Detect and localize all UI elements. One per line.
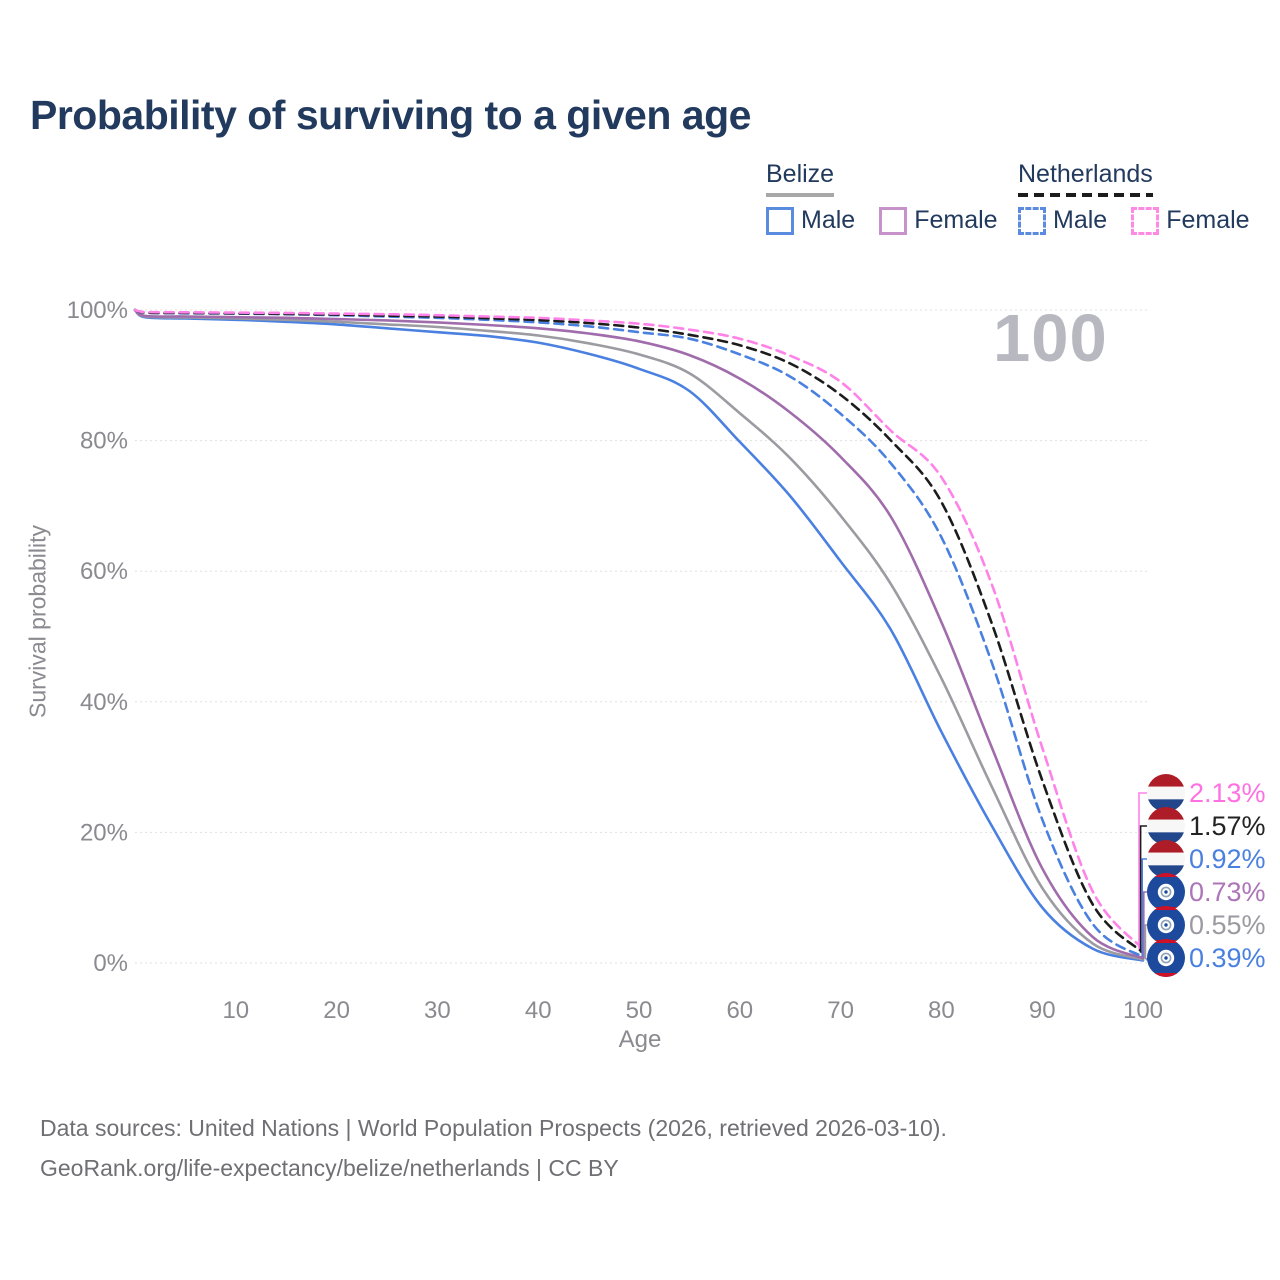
belize-male-label[interactable]: Male: [801, 206, 856, 234]
x-tick-label: 60: [726, 997, 753, 1024]
belize-female-label[interactable]: Female: [914, 206, 998, 234]
belize-male-swatch[interactable]: [766, 206, 794, 235]
netherlands-female-label[interactable]: Female: [1166, 206, 1250, 234]
belize-female-swatch[interactable]: [879, 206, 908, 235]
legend-country-netherlands[interactable]: Netherlands: [1018, 160, 1153, 197]
end-label-belize-male: 0.39%: [1189, 943, 1266, 973]
end-label-belize-both: 0.55%: [1189, 910, 1266, 940]
flag-icon-nl-netherlands-male: [1147, 840, 1185, 878]
hover-age-watermark: 100: [993, 301, 1108, 376]
belize-both-line-swatch: [766, 193, 835, 197]
leader-line-belize-female: [1143, 891, 1147, 959]
netherlands-male-swatch[interactable]: [1018, 206, 1046, 235]
end-label-netherlands-female: 2.13%: [1189, 778, 1266, 808]
legend-country-belize[interactable]: Belize: [766, 160, 835, 197]
y-tick-label: 20%: [80, 819, 128, 846]
x-tick-label: 10: [222, 997, 249, 1024]
x-tick-label: 100: [1123, 997, 1163, 1024]
y-tick-label: 40%: [80, 689, 128, 716]
legend-group-netherlands: Netherlands Male Female: [1018, 160, 1250, 235]
x-tick-label: 70: [827, 997, 854, 1024]
netherlands-female-swatch[interactable]: [1131, 206, 1160, 235]
series-line-belize-female: [133, 308, 1145, 960]
series-line-belize-both: [133, 308, 1145, 961]
y-tick-label: 100%: [67, 297, 128, 324]
x-tick-label: 50: [626, 997, 653, 1024]
end-label-belize-female: 0.73%: [1189, 877, 1266, 907]
end-label-netherlands-male: 0.92%: [1189, 844, 1266, 874]
y-tick-label: 80%: [80, 428, 128, 455]
footer: Data sources: United Nations | World Pop…: [40, 1108, 947, 1188]
footer-attribution: GeoRank.org/life-expectancy/belize/nethe…: [40, 1155, 619, 1181]
x-tick-label: 90: [1029, 997, 1056, 1024]
series-line-belize-male: [133, 308, 1145, 962]
x-tick-label: 80: [928, 997, 955, 1024]
x-tick-label: 20: [323, 997, 350, 1024]
netherlands-both-line-swatch: [1018, 193, 1153, 197]
x-tick-label: 40: [525, 997, 552, 1024]
flag-icon-nl-netherlands-female: [1147, 774, 1185, 812]
y-tick-label: 0%: [93, 950, 128, 977]
leader-line-netherlands-both: [1139, 825, 1147, 953]
legend: Belize Male Female Netherlands Male Fema…: [0, 160, 1280, 240]
page-title: Probability of surviving to a given age: [30, 92, 751, 138]
x-axis-title: Age: [618, 1026, 662, 1053]
y-axis-title: Survival probability: [24, 524, 51, 719]
legend-country-netherlands-label: Netherlands: [1018, 160, 1153, 188]
x-tick-label: 30: [424, 997, 451, 1024]
leader-line-belize-both: [1144, 924, 1147, 960]
netherlands-male-label[interactable]: Male: [1053, 206, 1108, 234]
legend-group-belize: Belize Male Female: [766, 160, 998, 235]
series-line-netherlands-male: [133, 308, 1145, 959]
flag-icon-bz-belize-both: [1147, 906, 1185, 944]
flag-icon-bz-belize-male: [1147, 939, 1185, 977]
series-line-netherlands-female: [133, 308, 1145, 951]
leader-line-netherlands-male: [1141, 858, 1147, 957]
leader-line-netherlands-female: [1138, 792, 1147, 950]
flag-icon-bz-belize-female: [1147, 873, 1185, 911]
end-label-netherlands-both: 1.57%: [1189, 811, 1266, 841]
footer-data-sources: Data sources: United Nations | World Pop…: [40, 1115, 947, 1141]
flag-icon-nl-netherlands-both: [1147, 807, 1185, 845]
legend-country-belize-label: Belize: [766, 160, 835, 188]
series-line-netherlands-both: [133, 308, 1145, 954]
y-tick-label: 60%: [80, 558, 128, 585]
